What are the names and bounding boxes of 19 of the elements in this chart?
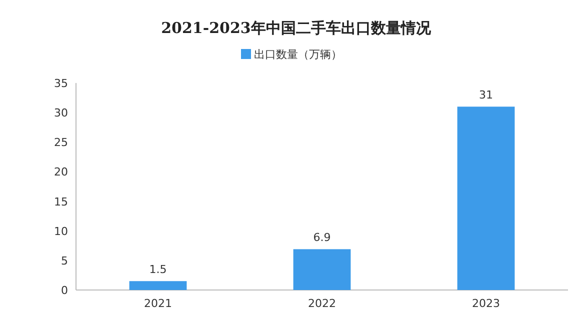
bar	[129, 281, 187, 290]
bar	[293, 249, 351, 290]
x-tick-label: 2021	[144, 297, 172, 310]
y-tick-label: 30	[54, 106, 68, 120]
y-tick-label: 25	[54, 136, 68, 150]
bar	[457, 106, 515, 290]
legend-label: 出口数量（万辆）	[254, 48, 342, 61]
data-label: 6.9	[313, 231, 331, 244]
y-tick-label: 0	[61, 284, 68, 297]
data-label: 31	[479, 88, 493, 102]
y-tick-label: 20	[54, 166, 68, 179]
y-tick-label: 35	[54, 77, 68, 90]
data-label: 1.5	[149, 263, 167, 276]
x-tick-label: 2023	[472, 297, 500, 310]
x-tick-label: 2022	[308, 297, 336, 310]
chart-title: 2021-2023年中国二手车出口数量情况	[161, 19, 432, 37]
y-tick-label: 5	[61, 254, 68, 268]
y-tick-label: 15	[54, 195, 68, 208]
y-tick-label: 10	[54, 224, 68, 238]
